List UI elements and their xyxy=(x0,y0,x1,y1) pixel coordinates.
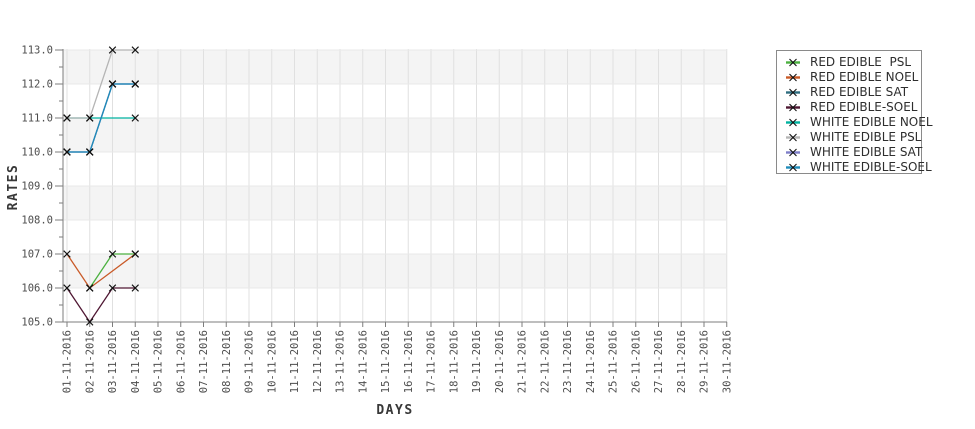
y-tick-label: 112.0 xyxy=(21,79,53,91)
x-tick-label: 20-11-2016 xyxy=(494,330,506,393)
x-tick-label: 18-11-2016 xyxy=(448,330,460,393)
y-tick-labels: 105.0 106.0 107.0 108.0 109.0 110.0 111.0 112.0… xyxy=(21,45,53,329)
x-tick-labels: 01-11-2016 02-11-2016 03-11-2016 04-11-2016… xyxy=(62,330,734,393)
x-marker-icon xyxy=(63,250,71,258)
x-marker-icon xyxy=(108,250,117,258)
x-tick-label: 28-11-2016 xyxy=(676,330,688,393)
x-tick-label: 29-11-2016 xyxy=(699,330,711,393)
x-marker-icon xyxy=(63,284,71,292)
y-tick-label: 107.0 xyxy=(21,249,53,261)
x-tick-label: 30-11-2016 xyxy=(721,330,733,393)
x-marker-icon xyxy=(131,250,139,258)
x-tick-label: 15-11-2016 xyxy=(380,330,392,393)
legend-marker-icon xyxy=(786,163,800,172)
legend-marker-icon xyxy=(786,88,800,97)
x-axis-title: DAYS xyxy=(376,403,413,418)
x-marker-icon xyxy=(108,80,117,88)
x-marker-icon xyxy=(131,80,139,88)
legend-item-label: RED EDIBLE-SOEL xyxy=(810,100,918,114)
legend-item: RED EDIBLE PSL xyxy=(785,55,913,70)
data-point-markers xyxy=(63,46,139,326)
x-tick-label: 10-11-2016 xyxy=(266,330,278,393)
x-marker-icon xyxy=(86,284,94,292)
x-tick-label: 08-11-2016 xyxy=(221,330,233,393)
band xyxy=(63,186,727,220)
legend-item-label: WHITE EDIBLE PSL xyxy=(810,130,922,144)
legend-marker-icon xyxy=(786,133,800,142)
y-axis-title: RATES xyxy=(6,164,21,211)
plot-bands xyxy=(63,50,727,288)
x-tick-label: 05-11-2016 xyxy=(153,330,165,393)
legend-item: WHITE EDIBLE-SOEL xyxy=(785,160,932,175)
y-tick-label: 111.0 xyxy=(21,113,53,125)
x-tick-label: 02-11-2016 xyxy=(84,330,96,393)
y-tick-label: 113.0 xyxy=(21,45,53,57)
legend-marker-icon xyxy=(786,148,800,157)
legend-marker-icon xyxy=(786,58,800,67)
x-tick-label: 09-11-2016 xyxy=(244,330,256,393)
y-tick-label: 108.0 xyxy=(21,215,53,227)
y-tick-label: 109.0 xyxy=(21,181,53,193)
legend-marker-icon xyxy=(786,73,800,82)
x-marker-icon xyxy=(131,114,139,122)
x-marker-icon xyxy=(108,284,117,292)
x-tick-label: 13-11-2016 xyxy=(335,330,347,393)
legend-item-label: WHITE EDIBLE-SOEL xyxy=(810,160,932,174)
x-tick-label: 16-11-2016 xyxy=(403,330,415,393)
x-marker-icon xyxy=(63,148,71,156)
legend-item-label: RED EDIBLE PSL xyxy=(810,55,912,69)
x-tick-label: 07-11-2016 xyxy=(198,330,210,393)
x-tick-label: 26-11-2016 xyxy=(630,330,642,393)
x-tick-label: 14-11-2016 xyxy=(357,330,369,393)
legend-item: WHITE EDIBLE PSL xyxy=(785,130,921,145)
x-tick-label: 01-11-2016 xyxy=(62,330,74,393)
band xyxy=(63,118,727,152)
band xyxy=(63,254,727,288)
legend-marker-icon xyxy=(786,118,800,127)
x-tick-label: 19-11-2016 xyxy=(471,330,483,393)
x-tick-label: 06-11-2016 xyxy=(175,330,187,393)
gridlines xyxy=(63,49,728,322)
x-tick-label: 23-11-2016 xyxy=(562,330,574,393)
x-tick-label: 25-11-2016 xyxy=(608,330,620,393)
legend-item: RED EDIBLE-SOEL xyxy=(785,100,918,115)
legend-marker-icon xyxy=(786,103,800,112)
legend-item: WHITE EDIBLE SAT xyxy=(785,145,922,160)
x-marker-icon xyxy=(63,114,71,122)
x-tick-label: 04-11-2016 xyxy=(130,330,142,393)
legend-item: RED EDIBLE SAT xyxy=(785,85,913,100)
x-marker-icon xyxy=(86,318,94,326)
x-tick-label: 24-11-2016 xyxy=(585,330,597,393)
y-tick-label: 105.0 xyxy=(21,317,53,329)
legend-item-label: RED EDIBLE NOEL xyxy=(810,70,919,84)
band xyxy=(63,50,727,84)
x-marker-icon xyxy=(86,148,94,156)
series-line-white-edible-psl xyxy=(67,49,136,119)
x-marker-icon xyxy=(131,284,139,292)
series-line-white-edible-soel xyxy=(67,83,136,153)
x-marker-icon xyxy=(108,46,117,54)
x-tick-label: 17-11-2016 xyxy=(426,330,438,393)
y-tick-label: 110.0 xyxy=(21,147,53,159)
axes xyxy=(55,49,728,327)
x-marker-icon xyxy=(131,46,139,54)
legend-item-label: WHITE EDIBLE SAT xyxy=(810,145,923,159)
legend-item-label: RED EDIBLE SAT xyxy=(810,85,909,99)
legend-item: RED EDIBLE NOEL xyxy=(785,70,918,85)
chart-legend: RED EDIBLE PSL RED EDIBLE NOEL RED EDIBLE … xyxy=(776,50,933,175)
x-tick-label: 21-11-2016 xyxy=(517,330,529,393)
x-tick-label: 12-11-2016 xyxy=(312,330,324,393)
chart-generated-content: 105.0 106.0 107.0 108.0 109.0 110.0 111.0 112.0… xyxy=(21,45,733,394)
legend-item: WHITE EDIBLE NOEL xyxy=(785,115,933,130)
x-tick-label: 11-11-2016 xyxy=(289,330,301,393)
x-tick-label: 27-11-2016 xyxy=(653,330,665,393)
x-tick-label: 03-11-2016 xyxy=(107,330,119,393)
x-tick-label: 22-11-2016 xyxy=(539,330,551,393)
x-marker-icon xyxy=(86,114,94,122)
series-line-red-edible-soel xyxy=(66,287,136,324)
y-tick-label: 106.0 xyxy=(21,283,53,295)
legend-item-label: WHITE EDIBLE NOEL xyxy=(810,115,933,129)
